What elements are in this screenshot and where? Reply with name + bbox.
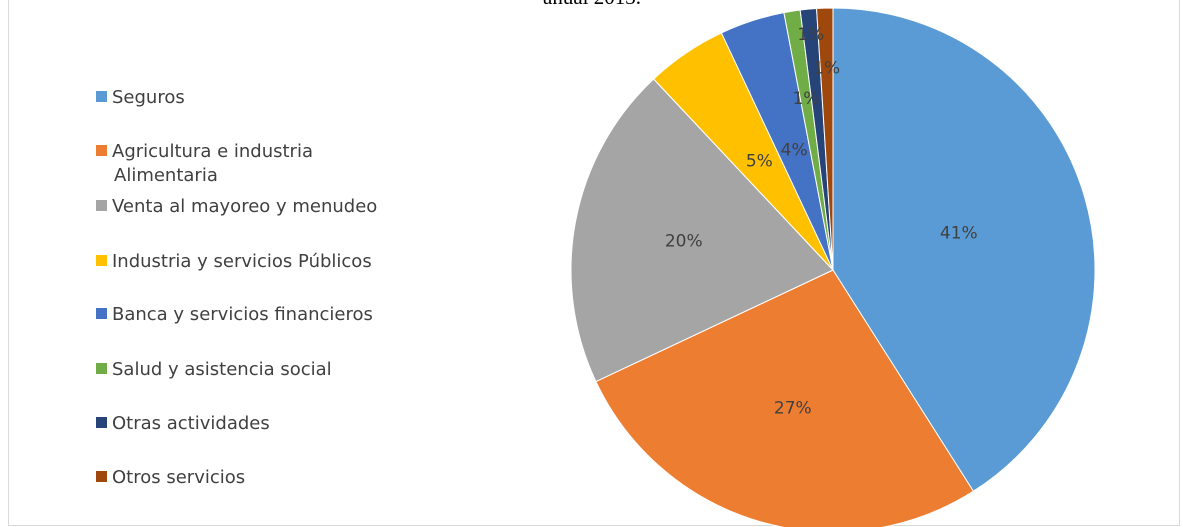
data-label: 1% [813,58,840,78]
legend-label: Banca y servicios financieros [112,304,373,325]
legend-item: Agricultura e industria Alimentaria [96,140,354,188]
legend-item: Industria y servicios Públicos [96,250,372,274]
data-label: 4% [781,140,808,160]
data-label: 1% [797,25,824,45]
legend-swatch [96,145,107,156]
pie-slice [832,7,1096,492]
legend-swatch [96,417,107,428]
data-label: 5% [746,152,773,172]
legend-item: Banca y servicios financieros [96,303,373,327]
data-label: 20% [665,232,703,252]
chart-title: anual 2013. [543,0,641,9]
chart-frame [8,0,1180,526]
data-label: 41% [940,223,978,243]
legend-item: Seguros [96,86,185,110]
legend-swatch [96,363,107,374]
data-label: 1% [792,89,819,109]
legend-swatch [96,255,107,266]
legend-label: Venta al mayoreo y menudeo [112,196,378,217]
legend-item: Salud y asistencia social [96,358,332,382]
legend-swatch [96,308,107,319]
legend-item: Otras actividades [96,412,270,436]
legend-item: Otros servicios [96,466,245,490]
legend-swatch [96,471,107,482]
legend-label: Seguros [112,87,185,108]
legend-label: Industria y servicios Públicos [112,251,372,272]
legend-label: Otras actividades [112,413,270,434]
legend-swatch [96,200,107,211]
legend-item: Venta al mayoreo y menudeo [96,195,377,219]
legend-label: Agricultura e industria Alimentaria [112,141,313,186]
pie-slice [816,7,834,271]
legend-label: Otros servicios [112,467,246,488]
pie-slice [570,78,834,383]
pie-slice [595,269,975,527]
legend-label: Salud y asistencia social [112,359,332,380]
data-label: 27% [774,398,812,418]
legend-swatch [96,91,107,102]
